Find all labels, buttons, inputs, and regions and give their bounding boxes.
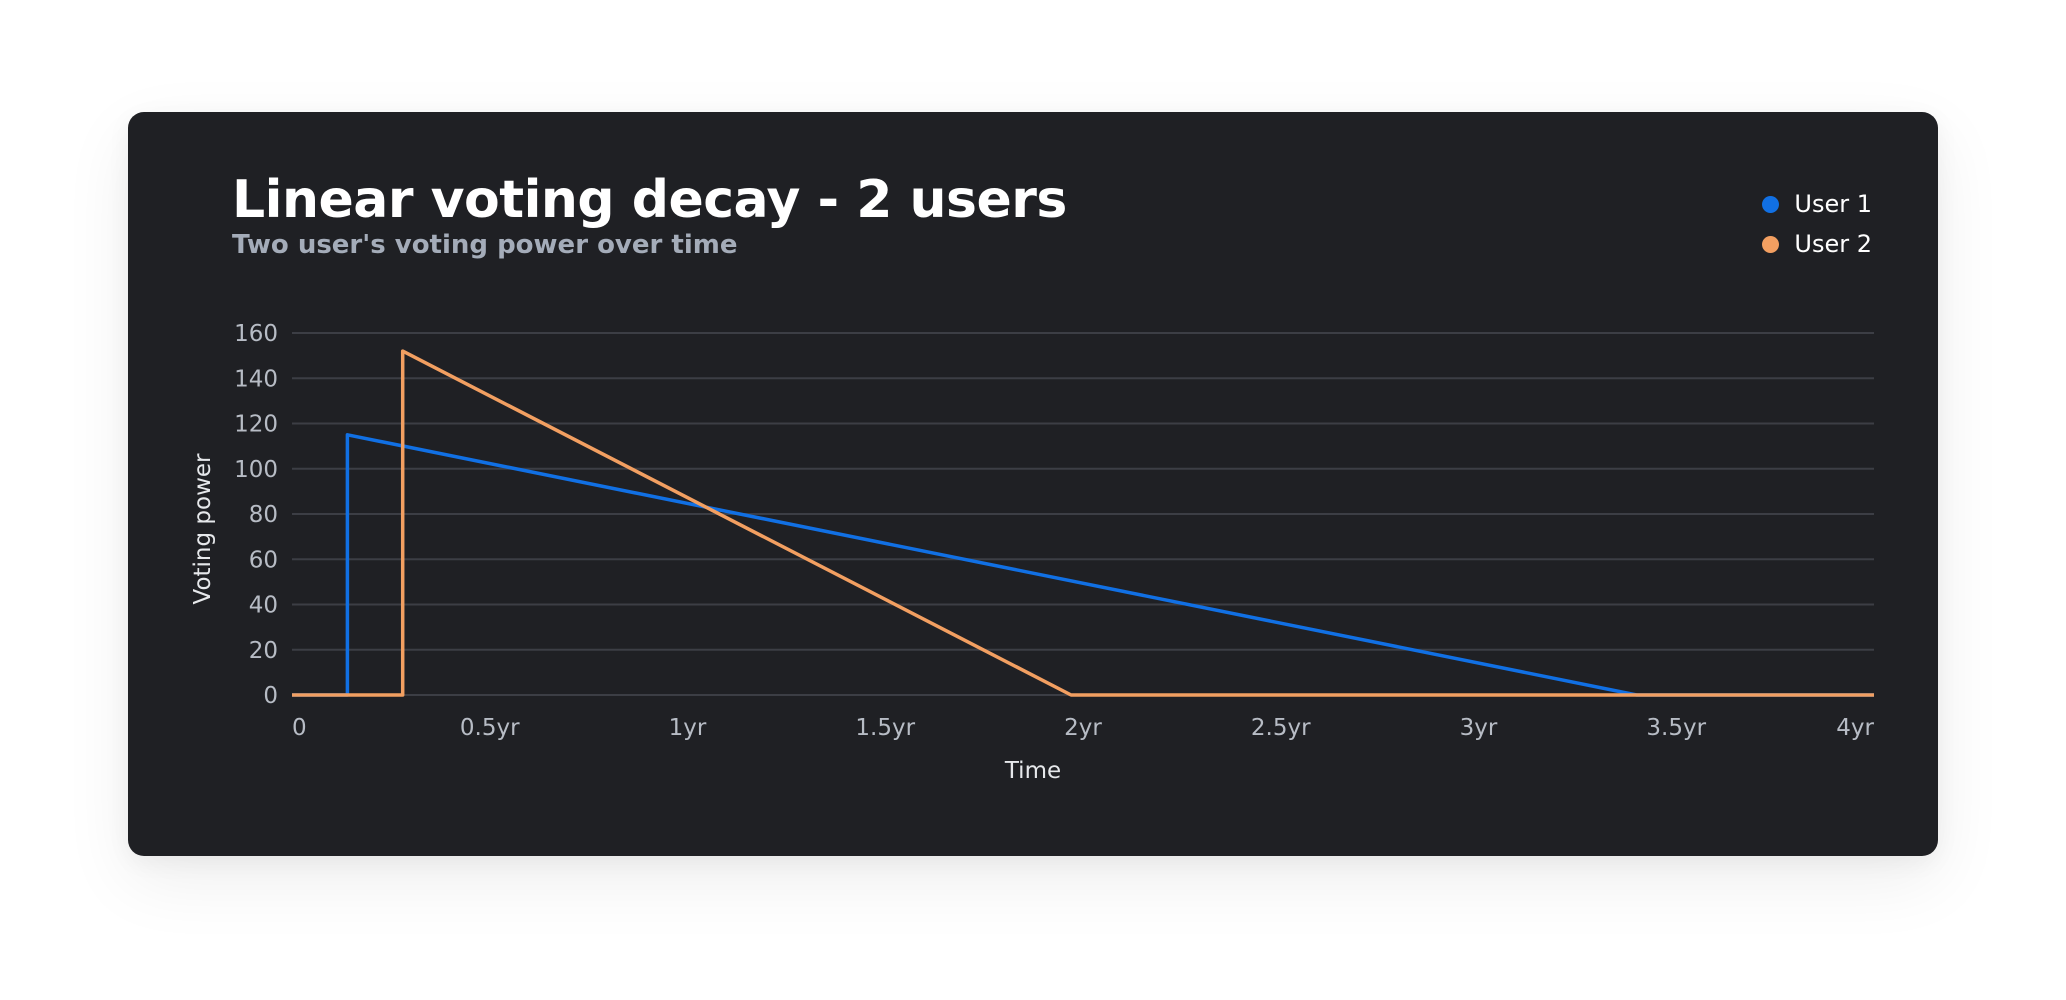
grid-lines	[292, 332, 1874, 696]
series-lines	[292, 349, 1874, 697]
chart-title: Linear voting decay - 2 users	[232, 170, 1067, 230]
y-tick-label: 80	[249, 502, 278, 528]
x-tick-label: 4yr	[1836, 715, 1874, 741]
y-axis-title: Voting power	[190, 453, 216, 605]
y-tick-label: 0	[263, 683, 278, 709]
legend-dot-user-1	[1762, 195, 1780, 213]
y-tick-label: 160	[234, 321, 278, 347]
x-axis-ticks: 0 0.5yr 1yr 1.5yr 2yr 2.5yr 3yr 3.5yr 4yr	[292, 715, 1875, 741]
y-tick-label: 120	[234, 412, 278, 438]
x-tick-label: 1.5yr	[855, 715, 915, 741]
y-tick-label: 60	[249, 547, 278, 573]
y-tick-label: 140	[234, 366, 278, 392]
legend-item-user-1: User 1	[1762, 184, 1872, 224]
chart-card: Linear voting decay - 2 users Two user's…	[128, 112, 1938, 856]
legend-dot-user-2	[1762, 235, 1780, 253]
y-tick-label: 100	[234, 457, 278, 483]
y-tick-label: 20	[249, 638, 278, 664]
chart-subtitle: Two user's voting power over time	[232, 230, 738, 260]
series-line-user-2	[292, 349, 1874, 697]
chart-legend: User 1 User 2	[1762, 184, 1872, 264]
x-tick-label: 0	[292, 715, 307, 741]
x-tick-label: 3yr	[1460, 715, 1498, 741]
x-tick-label: 2yr	[1064, 715, 1102, 741]
x-tick-label: 3.5yr	[1646, 715, 1706, 741]
legend-label-user-2: User 2	[1794, 230, 1872, 258]
series-line-user-1	[292, 433, 1874, 697]
y-axis-ticks: 0 20 40 60 80 100 120 140 160	[234, 321, 278, 709]
x-tick-label: 0.5yr	[460, 715, 520, 741]
legend-item-user-2: User 2	[1762, 224, 1872, 264]
x-tick-label: 1yr	[669, 715, 707, 741]
x-tick-label: 2.5yr	[1251, 715, 1311, 741]
y-tick-label: 40	[249, 593, 278, 619]
x-axis-title: Time	[1004, 758, 1061, 784]
chart-plot: 0 20 40 60 80 100 120 140 160 0 0.5yr 1yr 1.5yr 2yr 2…	[190, 321, 1875, 784]
legend-label-user-1: User 1	[1794, 190, 1872, 218]
